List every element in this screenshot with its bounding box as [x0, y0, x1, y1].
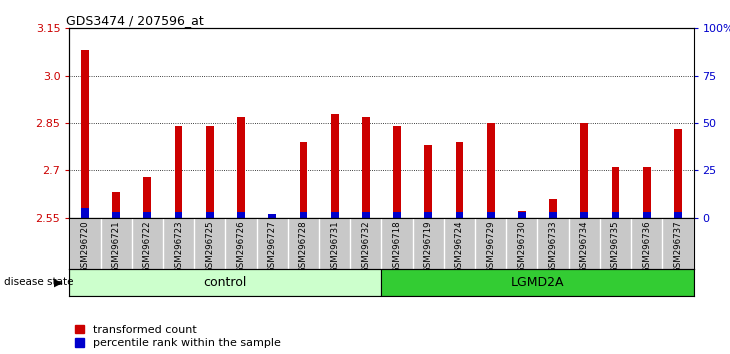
Bar	[674, 129, 682, 218]
Bar	[269, 215, 276, 218]
Bar	[487, 123, 494, 218]
Text: GSM296722: GSM296722	[143, 220, 152, 273]
Bar	[206, 126, 214, 218]
Text: GSM296720: GSM296720	[80, 220, 90, 273]
Bar	[69, 269, 381, 296]
Text: GDS3474 / 207596_at: GDS3474 / 207596_at	[66, 14, 204, 27]
Bar	[643, 167, 650, 218]
Text: GSM296724: GSM296724	[455, 220, 464, 273]
Text: GSM296723: GSM296723	[174, 220, 183, 273]
Bar	[174, 126, 182, 218]
Text: GSM296735: GSM296735	[611, 220, 620, 273]
Bar	[381, 269, 694, 296]
Text: GSM296718: GSM296718	[393, 220, 402, 273]
Bar	[174, 212, 182, 218]
Text: GSM296725: GSM296725	[205, 220, 215, 273]
Text: GSM296731: GSM296731	[330, 220, 339, 273]
Bar	[549, 212, 557, 218]
Bar	[456, 212, 464, 218]
Bar	[674, 212, 682, 218]
Bar	[456, 142, 464, 218]
Bar	[518, 211, 526, 218]
Text: GSM296734: GSM296734	[580, 220, 589, 273]
Bar	[81, 50, 89, 218]
Bar	[299, 212, 307, 218]
Bar	[580, 212, 588, 218]
Text: GSM296726: GSM296726	[237, 220, 245, 273]
Bar	[112, 212, 120, 218]
Legend: transformed count, percentile rank within the sample: transformed count, percentile rank withi…	[75, 325, 280, 348]
Bar	[424, 212, 432, 218]
Text: LGMD2A: LGMD2A	[511, 276, 564, 289]
Bar	[362, 117, 369, 218]
Bar	[393, 126, 401, 218]
Bar	[643, 212, 650, 218]
Text: GSM296732: GSM296732	[361, 220, 370, 273]
Bar	[549, 199, 557, 218]
Bar	[206, 212, 214, 218]
Bar	[331, 212, 339, 218]
Text: GSM296733: GSM296733	[548, 220, 558, 273]
Bar	[612, 212, 619, 218]
Bar	[612, 167, 619, 218]
Bar	[331, 114, 339, 218]
Bar	[518, 212, 526, 218]
Bar	[393, 212, 401, 218]
Bar	[237, 117, 245, 218]
Bar	[362, 212, 369, 218]
Text: GSM296719: GSM296719	[423, 220, 433, 273]
Text: GSM296737: GSM296737	[673, 220, 683, 273]
Text: GSM296727: GSM296727	[268, 220, 277, 273]
Bar	[299, 142, 307, 218]
Bar	[81, 208, 89, 218]
Bar	[144, 177, 151, 218]
Text: GSM296736: GSM296736	[642, 220, 651, 273]
Bar	[237, 212, 245, 218]
Text: GSM296728: GSM296728	[299, 220, 308, 273]
Bar	[144, 212, 151, 218]
Text: GSM296729: GSM296729	[486, 220, 495, 273]
Bar	[424, 145, 432, 218]
Text: GSM296721: GSM296721	[112, 220, 120, 273]
Text: disease state: disease state	[4, 278, 73, 287]
Bar	[580, 123, 588, 218]
Bar	[269, 214, 276, 218]
Bar	[487, 212, 494, 218]
Text: control: control	[204, 276, 247, 289]
Text: ▶: ▶	[54, 278, 63, 287]
Text: GSM296730: GSM296730	[518, 220, 526, 273]
Bar	[112, 193, 120, 218]
